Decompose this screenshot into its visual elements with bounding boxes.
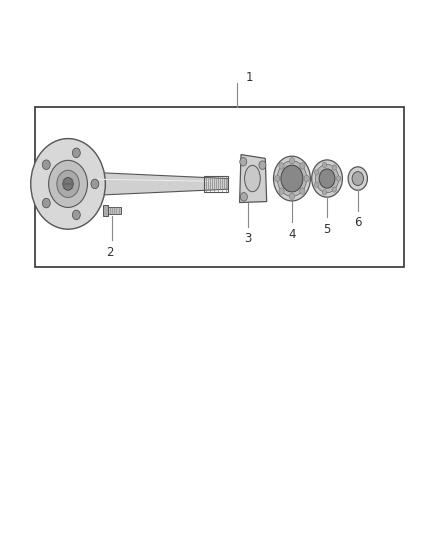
Circle shape (351, 172, 363, 185)
Circle shape (336, 176, 340, 181)
Bar (35, 107, 403, 266)
Circle shape (303, 175, 308, 182)
Ellipse shape (244, 165, 260, 192)
Circle shape (49, 160, 87, 207)
Text: 5: 5 (323, 223, 330, 236)
Circle shape (321, 190, 326, 195)
Circle shape (299, 163, 304, 169)
Circle shape (91, 179, 99, 189)
Circle shape (277, 160, 306, 197)
Circle shape (72, 148, 80, 158)
Polygon shape (82, 168, 90, 200)
Circle shape (258, 161, 265, 169)
Circle shape (42, 198, 50, 208)
Circle shape (274, 175, 279, 182)
Circle shape (347, 167, 367, 190)
Circle shape (278, 163, 283, 169)
Circle shape (289, 158, 294, 164)
Circle shape (318, 169, 334, 188)
Circle shape (42, 160, 50, 169)
Circle shape (332, 187, 336, 192)
Circle shape (299, 188, 304, 195)
Circle shape (240, 192, 247, 201)
Circle shape (31, 139, 105, 229)
Circle shape (57, 171, 79, 197)
Polygon shape (107, 207, 120, 214)
Circle shape (332, 165, 336, 170)
Circle shape (278, 188, 283, 195)
Circle shape (72, 210, 80, 220)
Circle shape (63, 177, 73, 190)
Circle shape (289, 193, 294, 199)
Polygon shape (88, 172, 228, 196)
Text: 6: 6 (353, 216, 361, 229)
Circle shape (311, 160, 342, 197)
Circle shape (321, 162, 326, 167)
Text: 2: 2 (106, 246, 113, 259)
Text: 3: 3 (244, 232, 251, 245)
Circle shape (239, 158, 246, 166)
Circle shape (280, 165, 302, 192)
Text: 4: 4 (287, 228, 295, 240)
Polygon shape (239, 155, 266, 203)
Circle shape (314, 182, 318, 187)
Circle shape (273, 156, 310, 201)
Polygon shape (103, 205, 107, 216)
Text: 1: 1 (245, 71, 253, 84)
Circle shape (314, 170, 318, 175)
Circle shape (314, 164, 338, 193)
